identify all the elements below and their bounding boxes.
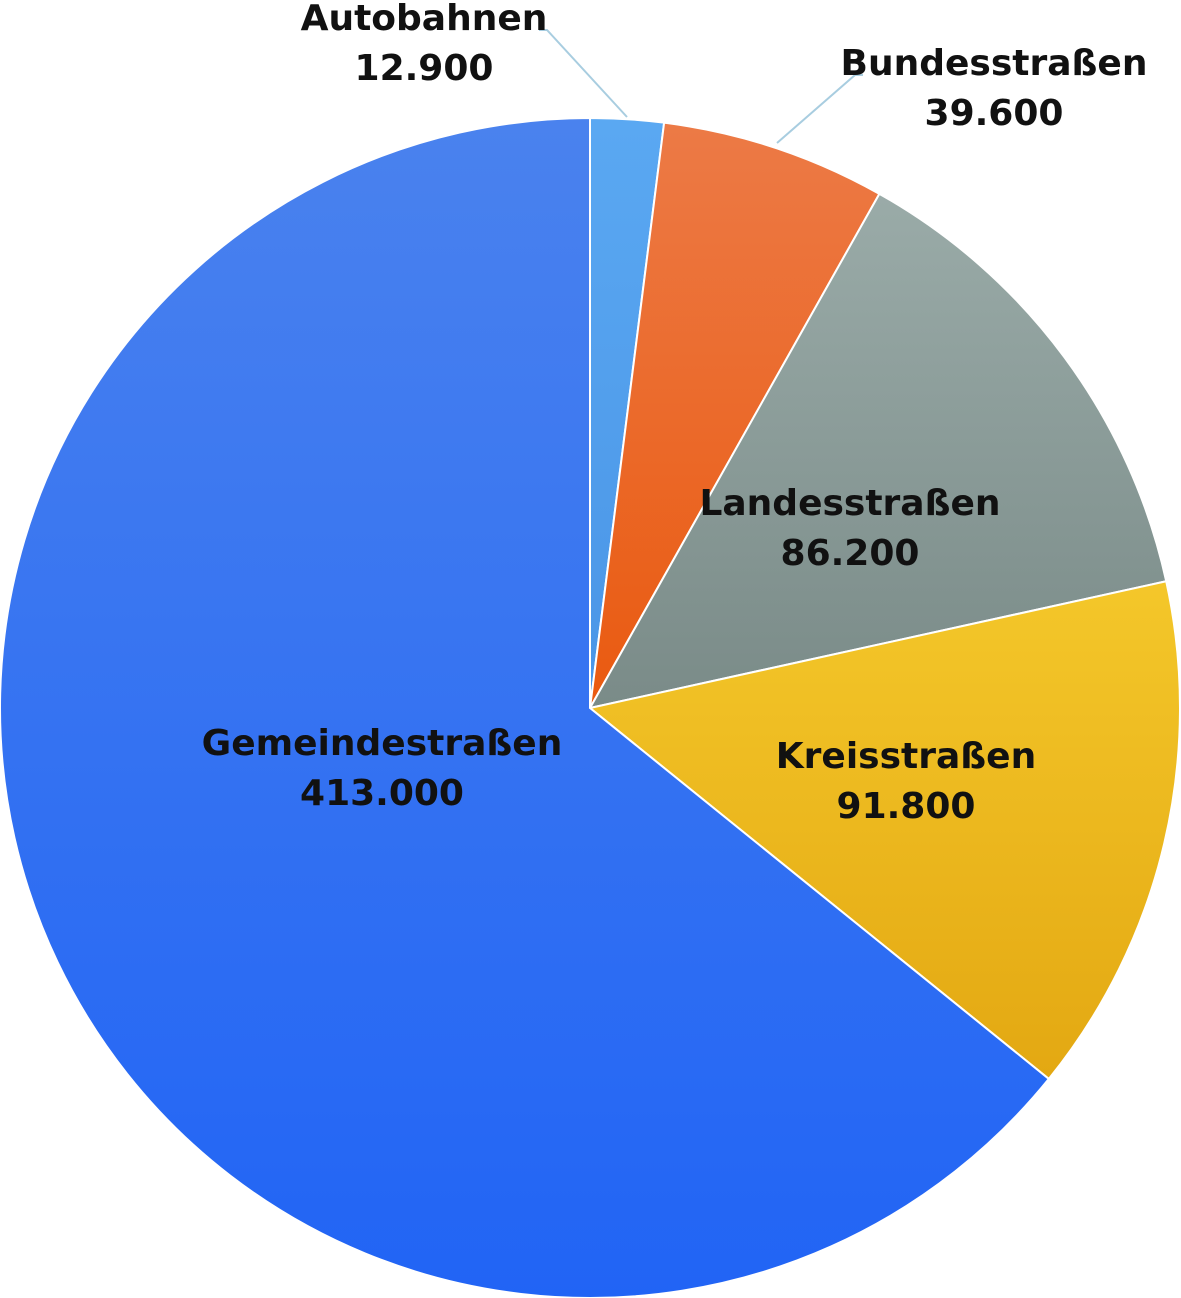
slice-label-value: 91.800: [837, 786, 976, 827]
slice-label-value: 39.600: [925, 93, 1064, 134]
slice-label-gemeindestrassen: Gemeindestraßen 413.000: [202, 723, 563, 814]
slice-label-name: Kreisstraßen: [776, 736, 1036, 777]
slice-label-value: 86.200: [781, 533, 920, 574]
slice-label-bundesstrassen: Bundesstraßen 39.600: [841, 43, 1148, 134]
pie-slice-landesstrassen: [588, 192, 1168, 710]
slice-label-autobahnen: Autobahnen 12.900: [301, 0, 548, 89]
slice-label-value: 413.000: [300, 773, 464, 814]
pie-slice-kreisstrassen: [587, 580, 1181, 1081]
slice-label-name: Landesstraßen: [699, 483, 1000, 524]
leader-line-autobahnen: [539, 29, 628, 118]
slice-label-name: Bundesstraßen: [841, 43, 1148, 84]
slice-labels: Autobahnen 12.900 Bundesstraßen 39.600 Lande…: [202, 0, 1148, 827]
slice-label-landesstrassen: Landesstraßen 86.200: [699, 483, 1000, 574]
slice-label-name: Gemeindestraßen: [202, 723, 563, 764]
slice-label-name: Autobahnen: [301, 0, 548, 39]
pie-slice-gemeindestrassen: [0, 116, 1051, 1298]
slice-label-kreisstrassen: Kreisstraßen 91.800: [776, 736, 1036, 827]
slice-label-value: 12.900: [355, 48, 494, 89]
pie-slice-bundesstrassen: [589, 121, 881, 709]
pie-slices: [0, 116, 1181, 1298]
leader-lines: [539, 29, 863, 144]
leader-line-bundesstrassen: [776, 74, 863, 144]
